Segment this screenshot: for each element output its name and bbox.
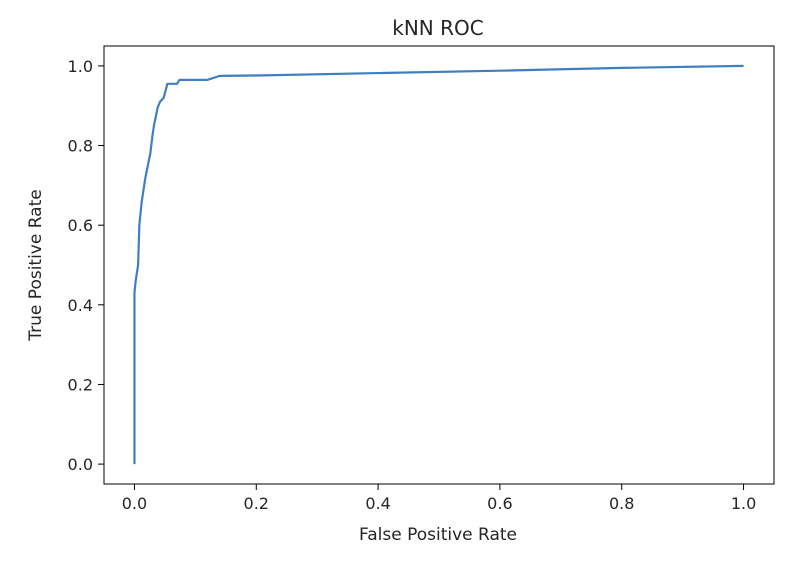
x-tick-label: 0.4	[365, 494, 390, 513]
y-tick-label: 0.6	[68, 216, 93, 235]
x-axis-ticks: 0.0 0.2 0.4 0.6 0.8 1.0	[122, 484, 756, 513]
y-axis-ticks: 0.0 0.2 0.4 0.6 0.8 1.0	[68, 57, 104, 474]
x-tick-label: 1.0	[731, 494, 756, 513]
y-tick-label: 1.0	[68, 57, 93, 76]
x-tick-label: 0.2	[244, 494, 269, 513]
plot-frame	[103, 45, 775, 485]
roc-curve-line	[133, 64, 744, 465]
y-tick-label: 0.4	[68, 296, 93, 315]
y-axis-label: True Positive Rate	[26, 189, 46, 341]
y-tick-label: 0.2	[68, 375, 93, 394]
chart-title: kNN ROC	[392, 16, 483, 40]
x-axis-label: False Positive Rate	[359, 525, 517, 545]
y-tick-label: 0.0	[68, 455, 93, 474]
x-tick-label: 0.8	[609, 494, 634, 513]
x-tick-label: 0.0	[122, 494, 147, 513]
x-tick-label: 0.6	[487, 494, 512, 513]
y-tick-label: 0.8	[68, 137, 93, 156]
